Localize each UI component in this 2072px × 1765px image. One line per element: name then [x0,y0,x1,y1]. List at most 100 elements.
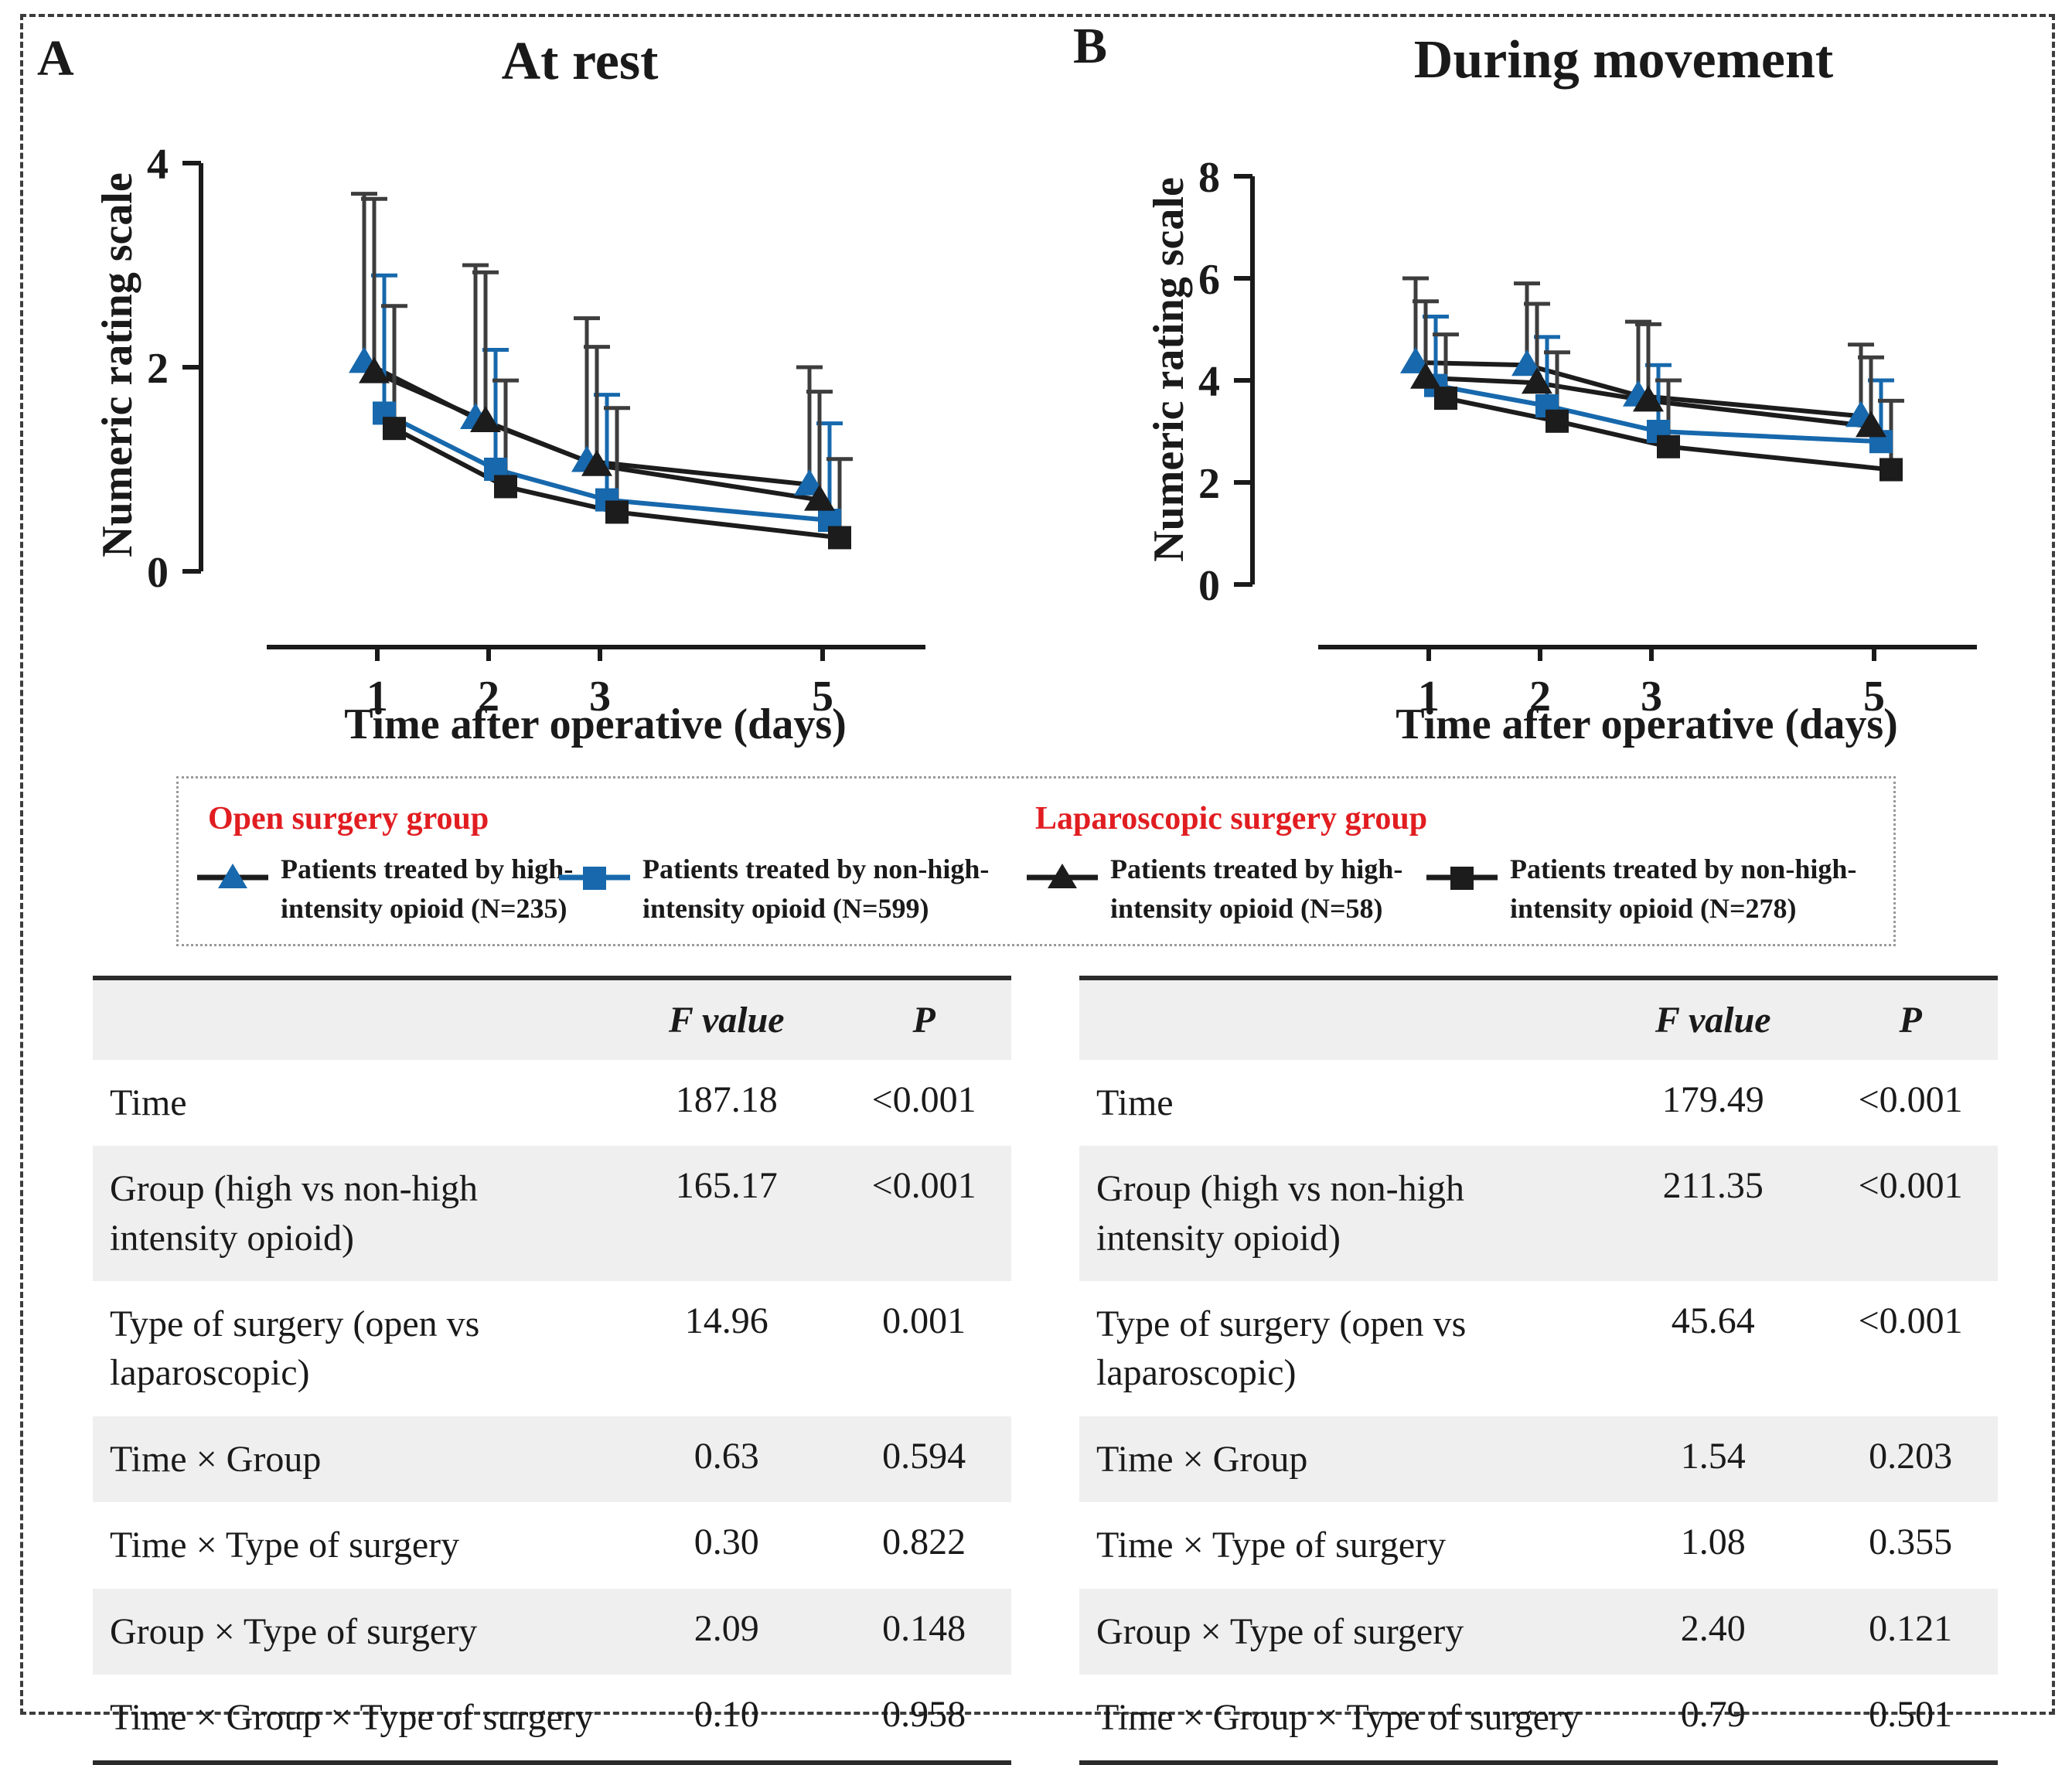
table-cell-label: Type of surgery (open vs laparoscopic) [1096,1303,1467,1394]
table-cell-label: Group (high vs non-high intensity opioid… [110,1168,478,1259]
table-cell-label: Type of surgery (open vs laparoscopic) [110,1303,480,1394]
legend-group-title: Laparoscopic surgery group [1035,801,1428,837]
panel-b-title: During movement [1413,30,1834,90]
table-cell-f: 2.40 [1680,1607,1746,1649]
legend-entry-label: Patients treated by high-intensity opioi… [1110,854,1403,925]
table-row: Time × Type of surgery 1.08 0.355 [1079,1502,1998,1588]
series-line [373,370,820,503]
legend-entry: Patients treated by high-intensity opioi… [1025,850,1402,928]
table-cell-p: 0.121 [1869,1607,1953,1649]
y-tick-label: 8 [1198,154,1220,202]
table-cell-f: 0.63 [694,1435,759,1477]
table-cell-f: 14.96 [684,1300,768,1342]
x-tick-label: 5 [812,673,833,721]
square-marker [1657,434,1680,458]
table-row: Time 187.18 <0.001 [93,1060,1011,1146]
table-cell-f: 0.30 [694,1521,759,1563]
y-tick-label: 6 [1198,256,1220,304]
table-cell-label: Time [1096,1082,1174,1123]
y-tick-label: 4 [147,141,169,189]
table-cell-p: 0.203 [1869,1435,1953,1477]
table-cell-label: Time × Group × Type of surgery [110,1696,594,1738]
triangle-marker [581,449,612,476]
square-marker [1545,409,1569,433]
square-marker [828,526,851,550]
table-row: Group × Type of surgery 2.09 0.148 [93,1588,1011,1675]
table-cell-label: Group × Type of surgery [1096,1610,1464,1652]
table-cell-f: 211.35 [1662,1165,1764,1207]
table-cell-f: 45.64 [1671,1300,1755,1342]
x-tick-label: 3 [1641,673,1662,721]
figure-dashed-border [20,14,2055,1715]
triangle-marker [1511,349,1542,377]
table-cell-f: 1.54 [1680,1435,1746,1477]
legend-entry-label: Patients treated by non-high-intensity o… [1510,854,1857,925]
table-cell-p: <0.001 [871,1079,976,1120]
square-marker [1879,458,1903,482]
x-tick-label: 5 [1863,673,1885,721]
table-cell-p: 0.501 [1869,1693,1953,1735]
y-tick-label: 2 [147,345,169,393]
stats-table-at-rest: F value P Time 187.18 <0.001 Group (high vs n… [93,976,1011,1765]
triangle-marker [1410,362,1441,389]
table-cell-p: 0.355 [1869,1521,1953,1563]
table-cell-p: <0.001 [1858,1079,1963,1120]
line-charts-canvas: 0 2 4 1 2 3 5 0 2 4 6 8 1 2 3 5 [147,141,1977,721]
chart-panel-B: 0 2 4 6 8 1 2 3 5 [1198,154,1977,721]
table-row: Time × Group 0.63 0.594 [93,1416,1011,1503]
table-cell-p: 0.958 [882,1693,966,1735]
table-cell-label: Time × Type of surgery [110,1525,460,1566]
table-cell-p: <0.001 [1858,1165,1963,1207]
panel-a-label: A [37,30,74,87]
triangle-marker [470,405,501,432]
table-header-cell: F value [668,1000,785,1041]
y-tick-label: 0 [147,549,169,597]
square-legend-marker-icon [1426,867,1498,890]
table-cell-label: Group (high vs non-high intensity opioid… [1096,1168,1464,1259]
table-cell-f: 187.18 [675,1079,778,1120]
x-tick-label: 3 [589,673,611,721]
series-line [1435,383,1882,445]
table-cell-label: Group × Type of surgery [110,1610,478,1652]
triangle-marker [1522,367,1552,394]
table-row: Type of surgery (open vs laparoscopic) 45… [1079,1281,1998,1416]
legend-entry-label: Patients treated by high-intensity opioi… [281,854,574,925]
table-cell-p: <0.001 [1858,1300,1963,1342]
table-cell-p: 0.822 [882,1521,966,1563]
x-tick-label: 1 [1418,673,1440,721]
table-row: Type of surgery (open vs laparoscopic) 14… [93,1281,1011,1416]
x-tick-label: 2 [478,673,499,721]
series-line [383,411,830,523]
square-marker [494,475,517,499]
table-cell-p: 0.148 [882,1607,966,1649]
series-line [1415,359,1862,419]
stats-table-during-movement: F value P Time 179.49 <0.001 Group (high vs n… [1079,976,1998,1765]
triangle-marker [359,356,390,383]
triangle-legend-marker-icon [197,864,268,888]
square-marker [383,417,406,441]
table-row: Group (high vs non-high intensity opioid… [93,1146,1011,1282]
table-row: Time 179.49 <0.001 [1079,1060,1998,1146]
table-header-cell [93,978,616,1060]
triangle-marker [1856,411,1886,438]
panel-a-title: At rest [501,32,659,91]
table-cell-p: 0.001 [882,1300,966,1342]
triangle-marker [1633,385,1664,412]
table-cell-f: 165.17 [675,1165,778,1207]
table-cell-f: 0.10 [694,1693,759,1735]
table-row: Time × Type of surgery 0.30 0.822 [93,1502,1011,1588]
x-tick-label: 1 [366,673,388,721]
table-row: Time × Group × Type of surgery 0.79 0.501 [1079,1675,1998,1763]
panel-b-label: B [1073,18,1108,74]
table-cell-label: Time [110,1082,187,1123]
table-cell-p: 0.594 [882,1435,966,1477]
table-cell-label: Time × Type of surgery [1096,1525,1447,1566]
table-row: Time × Group 1.54 0.203 [1079,1416,1998,1503]
series-line [1425,375,1872,429]
triangle-marker [804,484,835,511]
panel-b-x-axis-label: Time after operative (days) [1396,700,1898,748]
series-line [393,426,840,540]
table-row: Time × Group × Type of surgery 0.10 0.958 [93,1675,1011,1763]
table-cell-f: 179.49 [1661,1079,1764,1120]
legend-entry: Patients treated by non-high-intensity o… [557,850,989,928]
